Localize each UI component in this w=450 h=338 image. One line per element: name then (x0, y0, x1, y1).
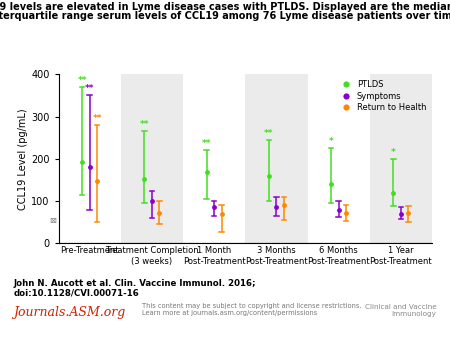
Text: interquartile range serum levels of CCL19 among 76 Lyme disease patients over ti: interquartile range serum levels of CCL1… (0, 11, 450, 21)
Bar (121, 74, 183, 243)
Bar (370, 74, 432, 243)
Text: *: * (391, 148, 396, 157)
Bar (245, 74, 307, 243)
Text: **: ** (85, 84, 94, 93)
Text: Journals.ASM.org: Journals.ASM.org (14, 306, 126, 319)
Text: This content may be subject to copyright and license restrictions.
Learn more at: This content may be subject to copyright… (142, 303, 361, 315)
Text: *: * (329, 137, 333, 146)
Text: John N. Aucott et al. Clin. Vaccine Immunol. 2016;: John N. Aucott et al. Clin. Vaccine Immu… (14, 279, 256, 288)
Legend: PTLDS, Symptoms, Return to Health: PTLDS, Symptoms, Return to Health (336, 78, 428, 114)
Text: **: ** (77, 76, 87, 85)
Text: **: ** (202, 139, 212, 148)
Text: CCL19 levels are elevated in Lyme disease cases with PTLDS. Displayed are the me: CCL19 levels are elevated in Lyme diseas… (0, 2, 450, 12)
Text: $\boxtimes$: $\boxtimes$ (50, 216, 58, 225)
Text: **: ** (264, 129, 274, 138)
Text: doi:10.1128/CVI.00071-16: doi:10.1128/CVI.00071-16 (14, 289, 139, 298)
Text: **: ** (140, 120, 149, 129)
Text: Clinical and Vaccine
Immunology: Clinical and Vaccine Immunology (365, 304, 436, 317)
Text: **: ** (92, 114, 102, 123)
Y-axis label: CCL19 Level (pg/mL): CCL19 Level (pg/mL) (18, 108, 28, 210)
